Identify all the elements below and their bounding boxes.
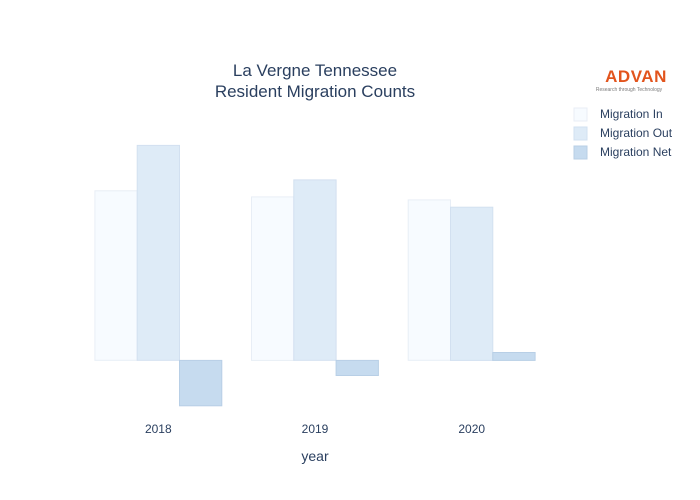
chart-title: La Vergne Tennessee Resident Migration C… xyxy=(215,61,415,101)
legend-label-migration-net[interactable]: Migration Net xyxy=(600,145,672,159)
legend-swatch-migration-net[interactable] xyxy=(573,145,588,160)
logo-tagline: Research through Technology xyxy=(596,87,663,93)
plot-area xyxy=(94,144,536,407)
chart-title-line-2: Resident Migration Counts xyxy=(215,82,415,101)
bar-migration-net-2018 xyxy=(179,359,223,407)
bar-migration-in-2018 xyxy=(94,190,138,361)
x-tick-label-2019: 2019 xyxy=(302,422,329,436)
legend-label-migration-out[interactable]: Migration Out xyxy=(600,126,673,140)
x-tick-label-2018: 2018 xyxy=(145,422,172,436)
x-axis-ticks: 2018 2019 2020 xyxy=(145,422,485,436)
legend-swatch-migration-out[interactable] xyxy=(573,126,588,141)
bar-migration-out-2018 xyxy=(136,144,180,361)
bar-migration-net-2020 xyxy=(492,352,536,361)
bar-migration-out-2020 xyxy=(450,206,494,361)
x-tick-label-2020: 2020 xyxy=(458,422,485,436)
bar-migration-out-2019 xyxy=(293,179,337,361)
legend-swatch-migration-in[interactable] xyxy=(573,107,588,122)
bar-migration-in-2020 xyxy=(407,199,452,361)
bar-migration-in-2019 xyxy=(251,196,295,361)
legend: Migration In Migration Out Migration Net xyxy=(573,107,673,160)
legend-label-migration-in[interactable]: Migration In xyxy=(600,107,663,121)
logo-wordmark: ADVAN xyxy=(605,67,667,86)
chart-title-line-1: La Vergne Tennessee xyxy=(233,61,397,80)
advan-logo: ADVAN Research through Technology xyxy=(596,67,667,93)
x-axis-title: year xyxy=(301,448,329,464)
bar-migration-net-2019 xyxy=(335,359,379,376)
